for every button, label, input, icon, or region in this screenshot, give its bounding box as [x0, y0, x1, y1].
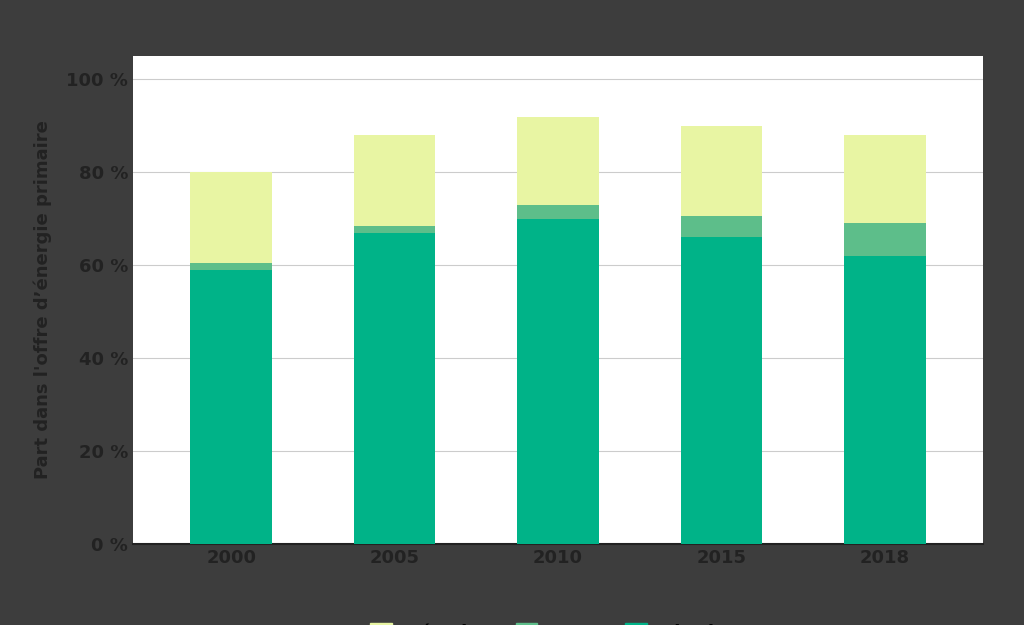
Y-axis label: Part dans l'offre d’énergie primaire: Part dans l'offre d’énergie primaire	[34, 121, 52, 479]
Bar	[353, 232, 435, 544]
Bar	[517, 219, 599, 544]
Bar	[844, 135, 926, 223]
Bar	[353, 135, 435, 226]
Bar	[353, 226, 435, 232]
Bar	[681, 216, 763, 238]
Bar	[681, 238, 763, 544]
Legend: Pétrole, Gaz, Charbon: Pétrole, Gaz, Charbon	[362, 616, 754, 625]
Bar	[517, 117, 599, 205]
Bar	[190, 263, 272, 270]
Bar	[517, 205, 599, 219]
Bar	[844, 256, 926, 544]
Bar	[190, 270, 272, 544]
Bar	[844, 223, 926, 256]
Bar	[190, 173, 272, 263]
Bar	[681, 126, 763, 216]
